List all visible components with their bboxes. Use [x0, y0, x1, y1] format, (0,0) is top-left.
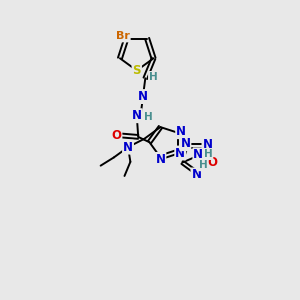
- Text: N: N: [155, 153, 165, 166]
- Text: H: H: [199, 160, 207, 170]
- Text: N: N: [180, 137, 190, 150]
- Text: O: O: [112, 129, 122, 142]
- Text: N: N: [202, 138, 212, 151]
- Text: N: N: [132, 109, 142, 122]
- Text: N: N: [176, 125, 186, 138]
- Text: O: O: [208, 156, 218, 169]
- Text: N: N: [138, 90, 148, 103]
- Text: N: N: [193, 148, 203, 161]
- Text: H: H: [204, 149, 212, 159]
- Text: N: N: [175, 146, 185, 160]
- Text: H: H: [149, 72, 158, 82]
- Text: S: S: [133, 64, 141, 77]
- Text: N: N: [123, 141, 133, 154]
- Text: N: N: [191, 169, 201, 182]
- Text: H: H: [144, 112, 152, 122]
- Text: Br: Br: [116, 32, 130, 41]
